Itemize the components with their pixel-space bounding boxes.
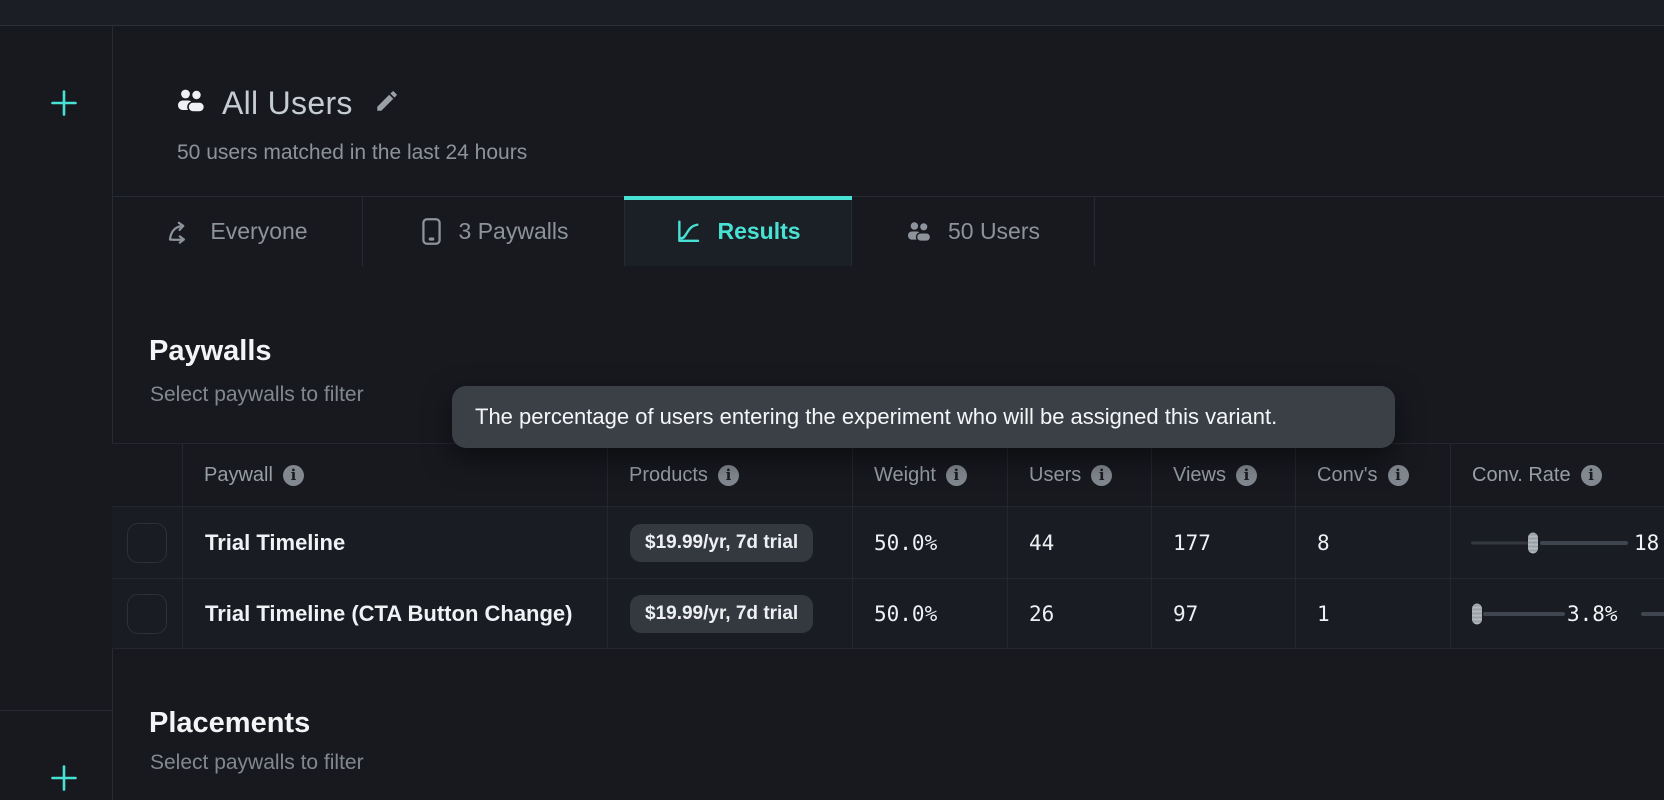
weight-cell: 50.0% xyxy=(853,579,1008,649)
slider-track xyxy=(1641,611,1664,616)
users-value: 44 xyxy=(1029,530,1055,555)
column-label: Conv. Rate xyxy=(1472,463,1571,486)
weight-cell: 50.0% xyxy=(853,507,1008,579)
paywalls-section-subtitle: Select paywalls to filter xyxy=(150,383,364,406)
convs-cell: 1 xyxy=(1296,579,1451,649)
conv-rate-value: 3.8% xyxy=(1567,601,1618,626)
tab-label: 50 Users xyxy=(947,218,1041,244)
info-icon[interactable]: i xyxy=(1580,464,1602,486)
sidebar-row-divider xyxy=(0,710,112,711)
column-header-users: Users i xyxy=(1008,444,1152,507)
weight-value: 50.0% xyxy=(874,530,938,555)
views-cell: 97 xyxy=(1152,579,1296,649)
phone-icon xyxy=(419,217,444,246)
column-label: Products xyxy=(629,463,708,486)
column-label: Users xyxy=(1029,463,1082,486)
users-value: 26 xyxy=(1029,601,1055,626)
slider-track xyxy=(1540,540,1628,545)
pencil-icon xyxy=(374,88,400,119)
users-icon xyxy=(176,87,207,119)
views-value: 97 xyxy=(1173,601,1199,626)
conv-rate-slider: 3.8% xyxy=(1471,579,1664,648)
info-icon[interactable]: i xyxy=(1236,464,1257,486)
split-arrow-icon xyxy=(166,219,195,244)
top-bar xyxy=(0,0,1664,26)
conv-rate-cell: 18.2% xyxy=(1451,507,1664,579)
users-icon xyxy=(906,220,933,243)
row-checkbox[interactable] xyxy=(127,593,167,634)
audience-title: All Users xyxy=(222,84,353,121)
conv-rate-cell: 3.8% xyxy=(1451,579,1664,649)
chart-icon xyxy=(675,218,702,245)
info-icon[interactable]: i xyxy=(1387,464,1409,486)
info-icon[interactable]: i xyxy=(945,464,967,486)
convs-value: 8 xyxy=(1317,530,1330,555)
convs-cell: 8 xyxy=(1296,507,1451,579)
tab-results[interactable]: Results xyxy=(624,196,852,266)
tab-label: 3 Paywalls xyxy=(458,218,569,244)
add-audience-button-top[interactable] xyxy=(49,88,79,118)
tab-label: Everyone xyxy=(210,218,308,244)
product-badge: $19.99/yr, 7d trial xyxy=(630,523,814,562)
tab-paywalls[interactable]: 3 Paywalls xyxy=(363,197,625,266)
conv-rate-value: 18.2% xyxy=(1634,530,1664,555)
row-checkbox-cell xyxy=(112,507,183,579)
column-header-convs: Conv's i xyxy=(1296,444,1451,507)
plus-icon xyxy=(49,765,79,797)
placements-section-subtitle: Select paywalls to filter xyxy=(150,751,364,774)
info-icon[interactable]: i xyxy=(717,464,739,486)
weight-tooltip: The percentage of users entering the exp… xyxy=(452,386,1395,448)
users-cell: 26 xyxy=(1008,579,1152,649)
paywalls-section-title: Paywalls xyxy=(149,335,272,367)
tab-bar: Everyone 3 Paywalls Results 50 Users xyxy=(112,196,1664,266)
column-header-paywall: Paywall i xyxy=(183,444,608,507)
views-value: 177 xyxy=(1173,530,1211,555)
convs-value: 1 xyxy=(1317,601,1330,626)
tooltip-text: The percentage of users entering the exp… xyxy=(475,404,1278,429)
paywall-name: Trial Timeline (CTA Button Change) xyxy=(205,600,573,626)
table-header-checkbox-spacer xyxy=(112,444,183,507)
column-label: Paywall xyxy=(204,463,273,486)
products-cell: $19.99/yr, 7d trial xyxy=(608,507,853,579)
column-header-views: Views i xyxy=(1152,444,1296,507)
paywall-name-cell: Trial Timeline xyxy=(183,507,608,579)
slider-track xyxy=(1483,611,1565,616)
conv-rate-slider: 18.2% xyxy=(1471,507,1664,578)
column-label: Views xyxy=(1173,463,1226,486)
paywall-name: Trial Timeline xyxy=(205,529,346,555)
views-cell: 177 xyxy=(1152,507,1296,579)
tab-label: Results xyxy=(717,218,801,244)
tab-users[interactable]: 50 Users xyxy=(852,197,1095,266)
column-header-weight: Weight i xyxy=(853,444,1008,507)
edit-audience-button[interactable] xyxy=(374,88,400,119)
slider-track xyxy=(1471,541,1528,544)
sidebar-divider xyxy=(112,26,113,800)
audience-header: All Users xyxy=(176,82,400,124)
column-header-products: Products i xyxy=(608,444,853,507)
users-cell: 44 xyxy=(1008,507,1152,579)
column-label: Conv's xyxy=(1317,463,1378,486)
row-checkbox[interactable] xyxy=(127,522,167,563)
info-icon[interactable]: i xyxy=(1091,464,1113,486)
slider-handle[interactable] xyxy=(1528,532,1538,553)
column-label: Weight xyxy=(874,463,936,486)
row-checkbox-cell xyxy=(112,579,183,649)
weight-value: 50.0% xyxy=(874,601,938,626)
paywall-name-cell: Trial Timeline (CTA Button Change) xyxy=(183,579,608,649)
info-icon[interactable]: i xyxy=(282,464,304,486)
add-audience-button-bottom[interactable] xyxy=(49,763,79,793)
placements-section-title: Placements xyxy=(149,707,311,739)
products-cell: $19.99/yr, 7d trial xyxy=(608,579,853,649)
slider-handle[interactable] xyxy=(1472,603,1482,624)
column-header-conv_rate: Conv. Rate i xyxy=(1451,444,1664,507)
paywalls-table: Paywall i Products i Weight i Users i Views i Conv… xyxy=(112,443,1664,649)
tab-everyone[interactable]: Everyone xyxy=(112,197,363,266)
product-badge: $19.99/yr, 7d trial xyxy=(630,594,814,633)
plus-icon xyxy=(49,90,79,122)
audience-subtitle: 50 users matched in the last 24 hours xyxy=(177,141,528,164)
